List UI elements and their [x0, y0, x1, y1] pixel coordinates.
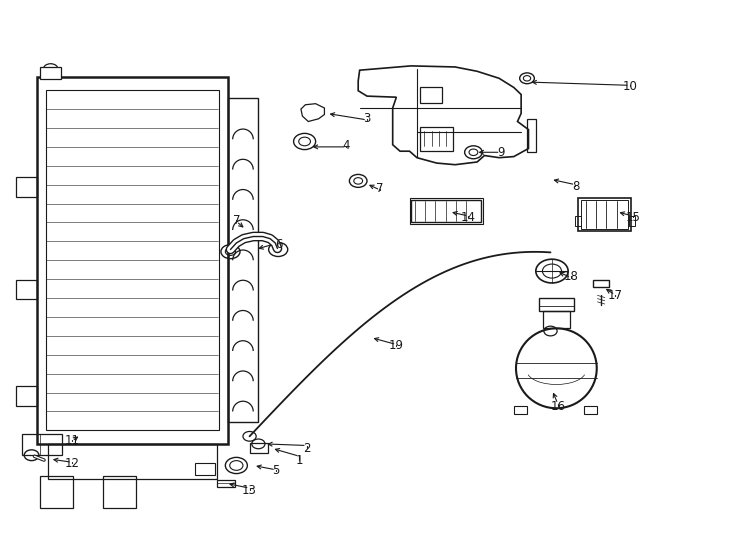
Bar [575, 216, 581, 226]
Bar [629, 216, 635, 226]
Bar [195, 463, 215, 475]
Bar [593, 280, 609, 287]
Bar [514, 406, 527, 414]
Text: 13: 13 [242, 484, 257, 497]
Bar [578, 198, 631, 231]
Bar [22, 434, 62, 455]
Bar [16, 280, 37, 299]
Bar [527, 119, 536, 152]
Bar [48, 444, 217, 479]
Text: 17: 17 [608, 289, 622, 302]
Text: 2: 2 [303, 442, 310, 455]
Bar [584, 406, 597, 414]
Text: 9: 9 [497, 146, 504, 159]
Text: 6: 6 [275, 238, 283, 251]
Bar [250, 443, 268, 453]
Bar [581, 200, 628, 229]
Bar [103, 476, 136, 508]
Text: 12: 12 [65, 457, 79, 470]
Text: 15: 15 [625, 211, 640, 224]
Text: 4: 4 [343, 139, 350, 152]
Text: 3: 3 [363, 112, 371, 125]
Bar [16, 387, 37, 406]
Text: 7: 7 [377, 183, 384, 195]
Bar [16, 177, 37, 197]
Bar [40, 476, 73, 508]
Bar [420, 127, 453, 151]
Text: 10: 10 [622, 80, 637, 93]
Text: 14: 14 [461, 211, 476, 224]
Text: 8: 8 [572, 180, 579, 193]
Bar [420, 87, 442, 103]
Bar [228, 98, 258, 422]
Bar [410, 198, 483, 224]
Bar [539, 298, 574, 311]
Text: 18: 18 [564, 270, 578, 283]
Bar [411, 200, 481, 222]
Text: 1: 1 [296, 454, 303, 467]
Bar [543, 311, 570, 328]
Text: 7: 7 [233, 214, 240, 227]
Bar [46, 90, 219, 430]
Bar [37, 77, 228, 444]
Text: 5: 5 [272, 464, 280, 477]
Text: 16: 16 [550, 400, 565, 413]
Bar [40, 68, 61, 79]
Text: 19: 19 [389, 339, 404, 352]
Text: 11: 11 [65, 434, 79, 447]
